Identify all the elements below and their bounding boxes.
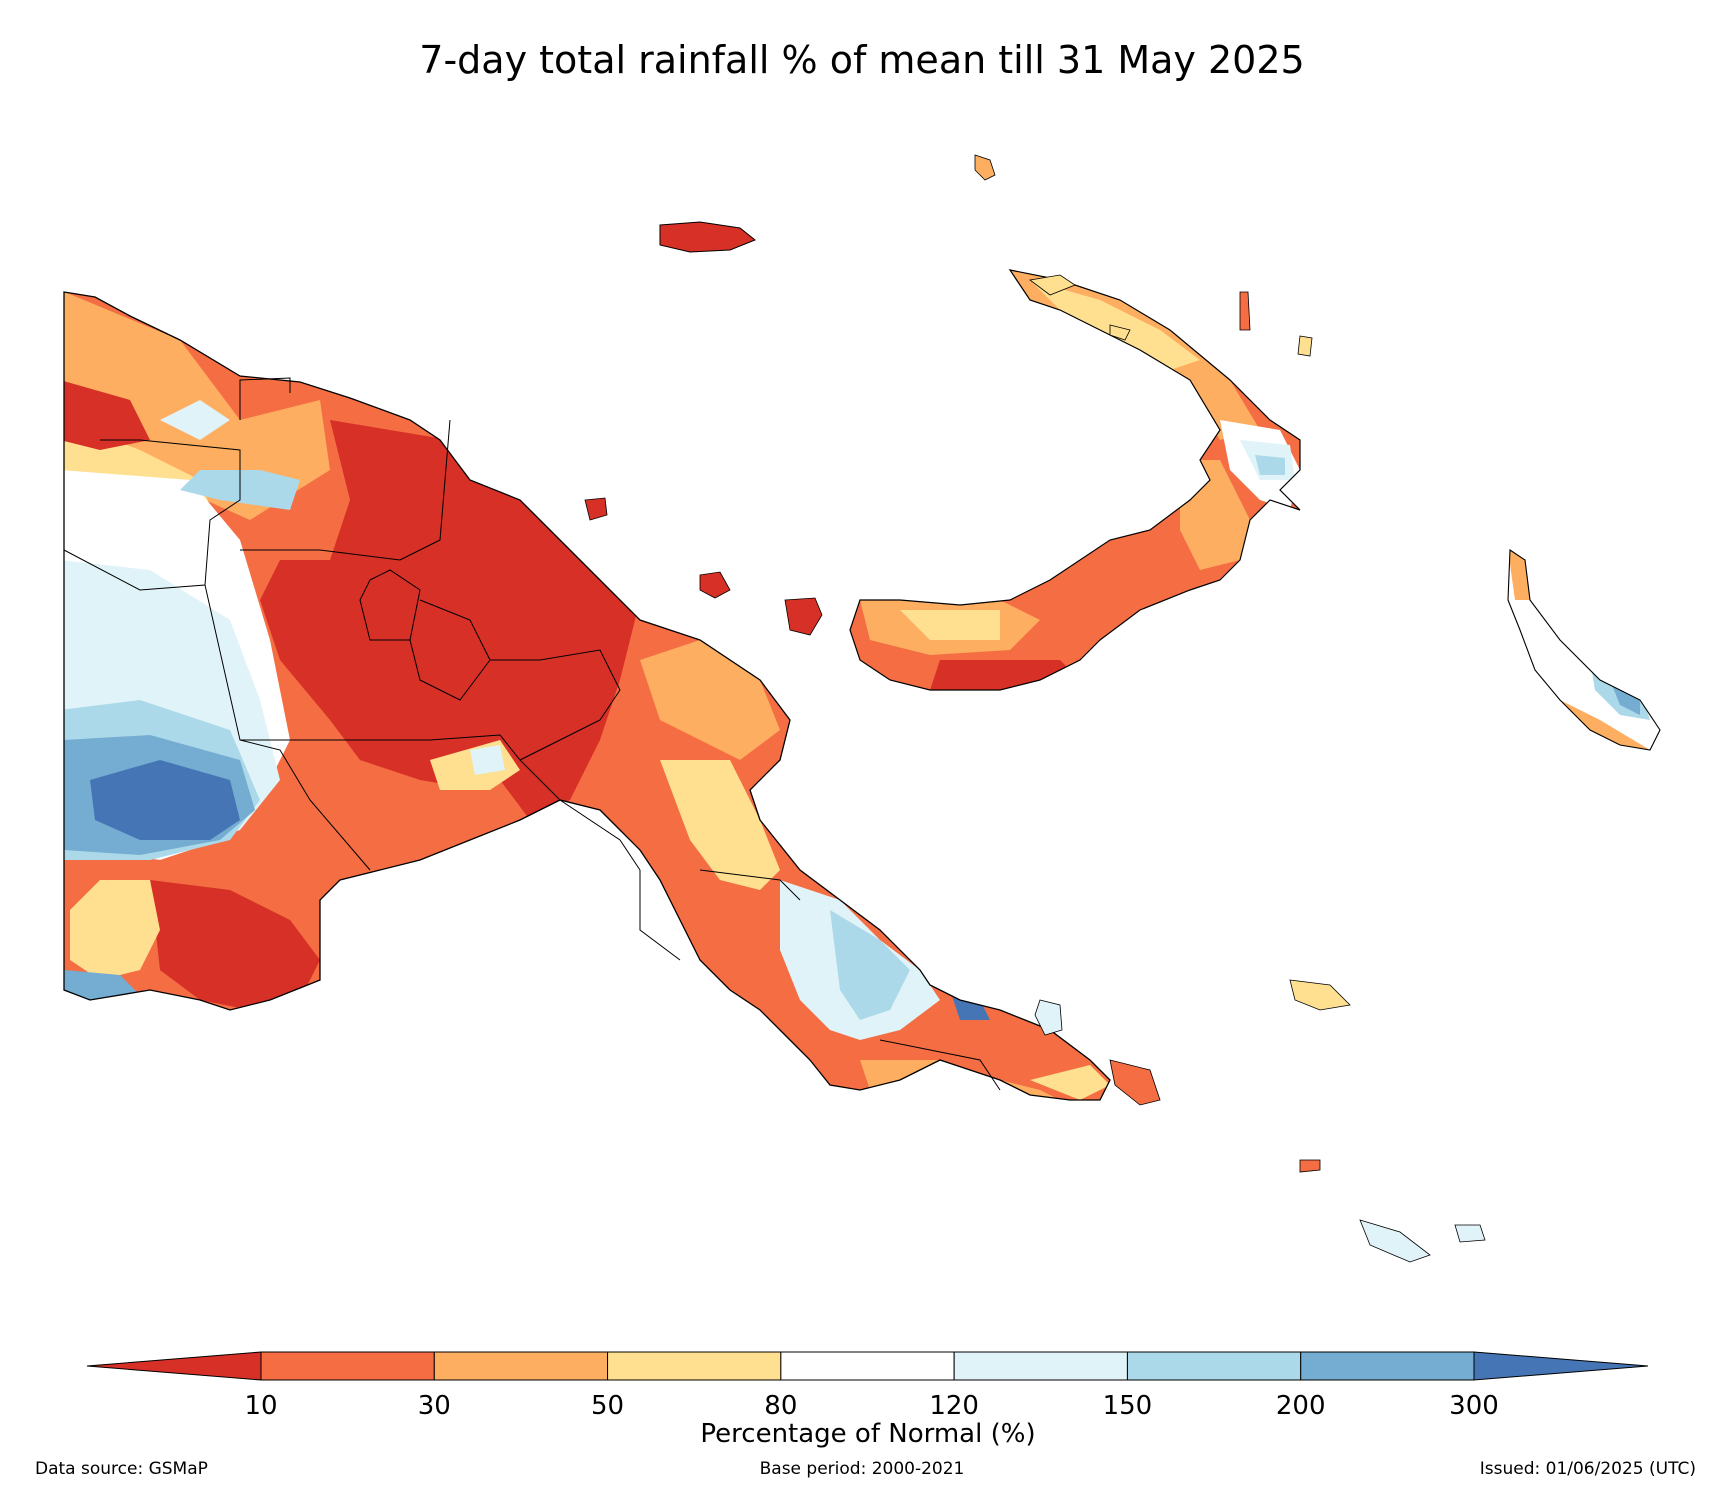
- colorbar-tick-label: 150: [1103, 1391, 1153, 1421]
- colorbar-tick-label: 10: [244, 1391, 277, 1421]
- new-britain-outline: [849, 269, 1301, 691]
- mainland-png: [64, 292, 1110, 1100]
- base-period: Base period: 2000-2021: [759, 1459, 965, 1479]
- bougainville: [1508, 550, 1660, 750]
- colorbar-bin-80-120: [780, 1351, 955, 1381]
- colorbar-tick-label: 120: [929, 1391, 979, 1421]
- map-title: 7-day total rainfall % of mean till 31 M…: [419, 38, 1305, 82]
- colorbar-bin-50-80: [607, 1351, 782, 1381]
- colorbar-bin-10-30: [260, 1351, 435, 1381]
- colorbar-bin-120-150: [953, 1351, 1128, 1381]
- colorbar-legend: 10 30 50 80 120 150 200 300 Percentage of Norma…: [86, 1351, 1649, 1449]
- colorbar-bin-200-300: [1300, 1351, 1475, 1381]
- small-islands: [584, 154, 1486, 1263]
- colorbar-label: Percentage of Normal (%): [700, 1419, 1035, 1449]
- colorbar-bin-<10: [86, 1351, 262, 1381]
- mainland-outline: [63, 291, 1111, 1101]
- colorbar-tick-label: 30: [418, 1391, 451, 1421]
- issued-date: Issued: 01/06/2025 (UTC): [1479, 1459, 1696, 1479]
- data-source: Data source: GSMaP: [35, 1459, 208, 1479]
- new-britain: [850, 270, 1300, 690]
- manus-island: [659, 221, 756, 253]
- province-boundaries: [63, 377, 1001, 1091]
- colorbar-bin-150-200: [1126, 1351, 1302, 1381]
- colorbar-bins: [86, 1351, 1649, 1381]
- colorbar-bin->300: [1473, 1351, 1649, 1381]
- colorbar-tick-label: 300: [1449, 1391, 1499, 1421]
- colorbar-ticks: 10 30 50 80 120 150 200 300: [244, 1391, 1498, 1421]
- colorbar-tick-label: 80: [764, 1391, 797, 1421]
- colorbar-tick-label: 50: [591, 1391, 624, 1421]
- colorbar-tick-label: 200: [1276, 1391, 1326, 1421]
- bougainville-outline: [1507, 548, 1661, 751]
- colorbar-bin-30-50: [433, 1351, 609, 1381]
- rainfall-map: [63, 154, 1661, 1263]
